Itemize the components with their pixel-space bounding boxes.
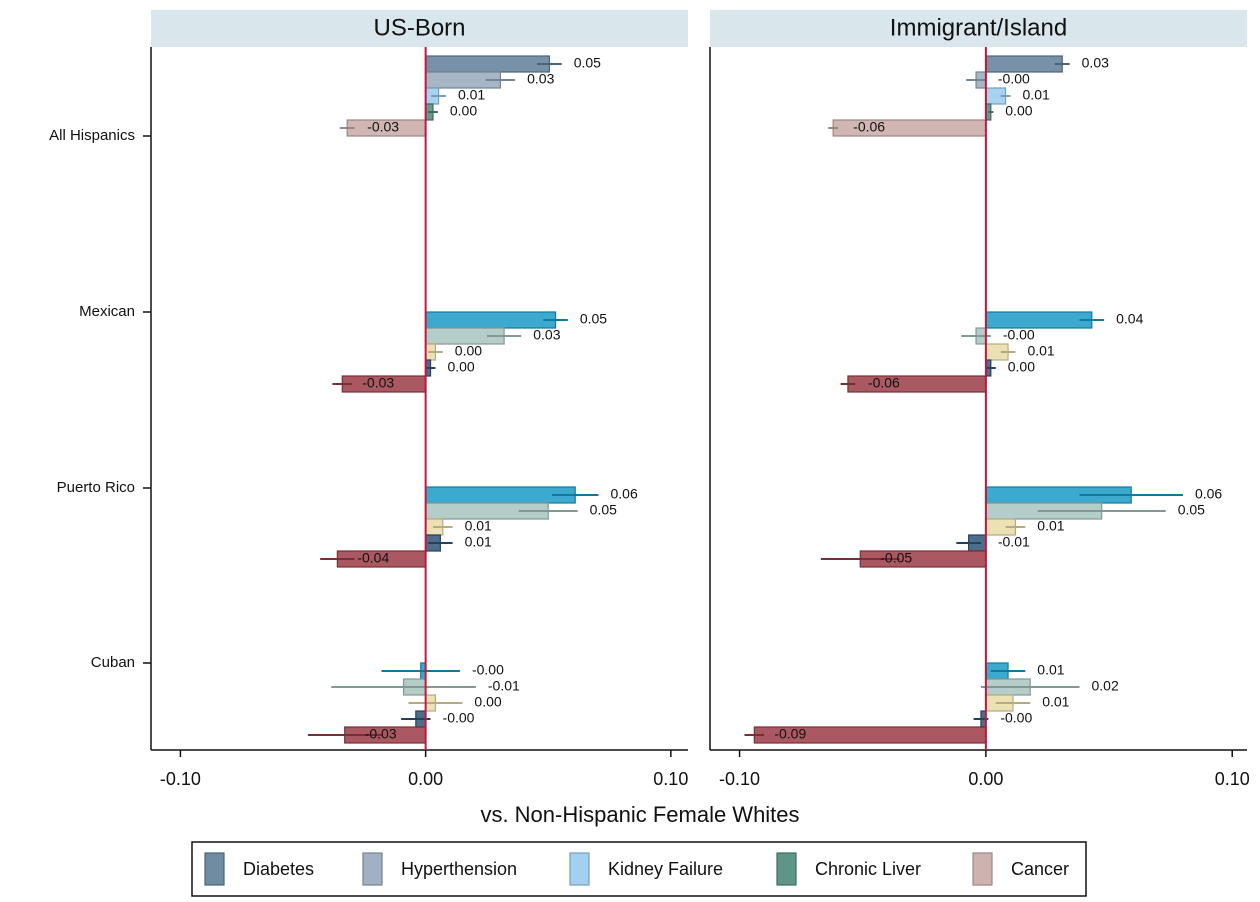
data-label: -0.00	[1003, 327, 1035, 343]
y-tick-label: Mexican	[79, 303, 135, 320]
x-tick-label: 0.00	[408, 769, 443, 789]
panel-title: Immigrant/Island	[890, 14, 1067, 41]
data-label: 0.05	[590, 502, 617, 518]
legend-label: Cancer	[1011, 859, 1069, 879]
data-label: 0.06	[1195, 486, 1222, 502]
data-label: 0.01	[1027, 343, 1054, 359]
x-tick-label: -0.10	[719, 769, 760, 789]
data-label: -0.00	[998, 71, 1030, 87]
data-label: 0.02	[1091, 678, 1118, 694]
legend-label: Chronic Liver	[815, 859, 921, 879]
data-label: -0.00	[472, 662, 504, 678]
data-label: 0.01	[1042, 694, 1069, 710]
data-label: 0.05	[574, 55, 601, 71]
legend-swatch	[776, 852, 797, 886]
panel-title: US-Born	[373, 14, 465, 41]
data-label: 0.05	[580, 311, 607, 327]
y-tick-label: Cuban	[91, 654, 135, 671]
data-label: 0.04	[1116, 311, 1143, 327]
data-label: 0.00	[447, 359, 474, 375]
data-label: -0.05	[880, 550, 912, 566]
data-label: 0.05	[1178, 502, 1205, 518]
data-label: 0.03	[1082, 55, 1109, 71]
data-label: -0.06	[853, 119, 885, 135]
legend-swatch	[362, 852, 383, 886]
data-label: -0.04	[357, 550, 389, 566]
y-tick-label: Puerto Rico	[57, 479, 135, 496]
data-label: 0.01	[465, 518, 492, 534]
x-tick-label: 0.10	[1215, 769, 1250, 789]
data-label: -0.00	[1000, 710, 1032, 726]
data-label: 0.01	[465, 534, 492, 550]
legend-swatch	[972, 852, 993, 886]
bar	[985, 311, 1093, 329]
data-label: 0.01	[1023, 87, 1050, 103]
data-label: -0.09	[774, 726, 806, 742]
data-label: 0.06	[611, 486, 638, 502]
legend-label: Diabetes	[243, 859, 314, 879]
data-label: 0.00	[1008, 359, 1035, 375]
legend-swatch	[204, 852, 225, 886]
data-label: 0.03	[527, 71, 554, 87]
panel-header	[710, 10, 1247, 47]
x-tick-label: 0.10	[653, 769, 688, 789]
bar	[425, 55, 551, 73]
bar	[425, 311, 557, 329]
data-label: 0.00	[1005, 103, 1032, 119]
x-tick-label: 0.00	[968, 769, 1003, 789]
data-label: 0.00	[474, 694, 501, 710]
data-label: -0.01	[998, 534, 1030, 550]
bar	[985, 55, 1063, 73]
data-label: -0.01	[488, 678, 520, 694]
data-label: -0.03	[365, 726, 397, 742]
data-label: -0.06	[868, 375, 900, 391]
y-tick-label: All Hispanics	[49, 127, 135, 144]
data-label: -0.03	[362, 375, 394, 391]
data-label: 0.01	[1037, 662, 1064, 678]
data-label: 0.01	[1037, 518, 1064, 534]
panel-header	[151, 10, 688, 47]
legend-label: Kidney Failure	[608, 859, 723, 879]
legend-swatch	[569, 852, 590, 886]
legend-box	[191, 841, 1087, 897]
legend-label: Hyperthension	[401, 859, 517, 879]
data-label: 0.00	[450, 103, 477, 119]
data-label: 0.03	[533, 327, 560, 343]
data-label: -0.00	[443, 710, 475, 726]
data-label: -0.03	[367, 119, 399, 135]
data-label: 0.00	[455, 343, 482, 359]
data-label: 0.01	[458, 87, 485, 103]
x-tick-label: -0.10	[160, 769, 201, 789]
x-axis-label: vs. Non-Hispanic Female Whites	[480, 802, 799, 827]
